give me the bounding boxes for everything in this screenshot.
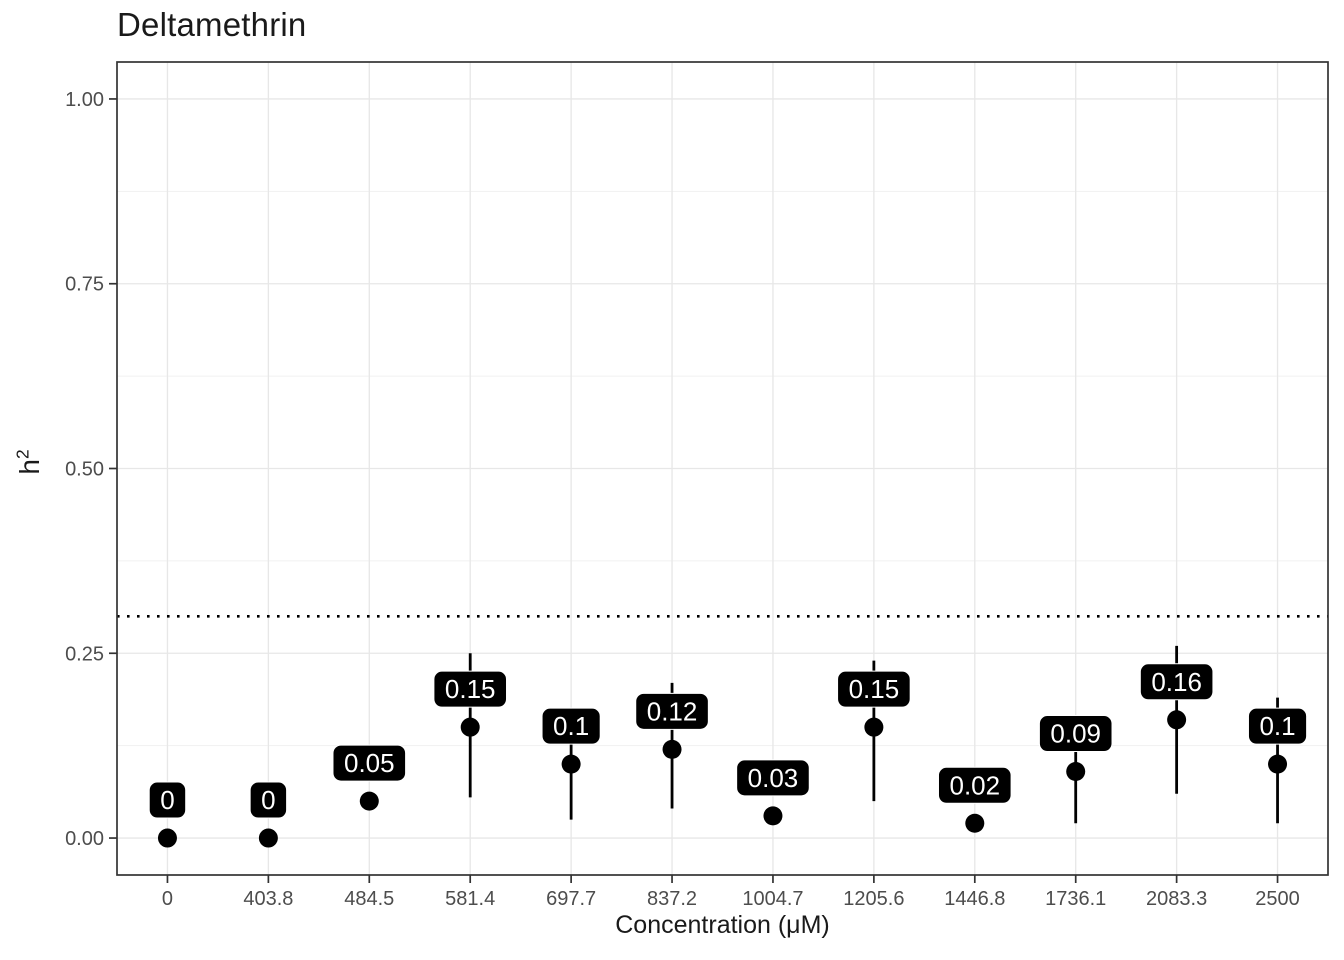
x-tick-label: 484.5: [344, 888, 394, 910]
x-tick-label: 1446.8: [944, 888, 1005, 910]
data-point: [1066, 762, 1086, 782]
point-label-text: 0.15: [849, 674, 900, 704]
point-label: 0.09: [1038, 715, 1113, 753]
y-tick-label: 1.00: [65, 89, 104, 111]
point-label-box: [635, 692, 709, 730]
point-label: 0.15: [433, 670, 508, 708]
x-tick-label: 1004.7: [742, 888, 803, 910]
point-label-text: 0.05: [344, 748, 395, 778]
point-label-box: [937, 766, 1012, 804]
point-label-text: 0.03: [748, 763, 799, 793]
point-label-box: [332, 744, 407, 782]
point-label: 0.05: [332, 744, 407, 782]
point-label-text: 0.02: [949, 770, 1000, 800]
point-label: 0: [249, 781, 288, 819]
point-label: 0: [148, 781, 187, 819]
data-point: [157, 828, 177, 848]
point-label-box: [1139, 663, 1214, 701]
point-label: 0.16: [1139, 663, 1214, 701]
x-tick-label: 2083.3: [1146, 888, 1207, 910]
data-point: [662, 739, 682, 759]
data-point: [1268, 754, 1288, 774]
y-tick-label: 0.00: [65, 828, 104, 850]
x-tick-label: 1205.6: [843, 888, 904, 910]
x-tick-label: 403.8: [243, 888, 293, 910]
y-tick-label: 0.50: [65, 459, 104, 481]
point-label: 0.1: [1247, 707, 1308, 745]
point-label-box: [541, 707, 601, 745]
point-label-text: 0.15: [445, 674, 496, 704]
x-tick-label: 1736.1: [1045, 888, 1106, 910]
data-point: [359, 791, 379, 811]
x-axis-title: Concentration (μM): [615, 911, 830, 939]
point-label-text: 0: [261, 785, 275, 815]
point-label-text: 0.1: [553, 711, 589, 741]
point-label-box: [1247, 707, 1308, 745]
x-tick-label: 837.2: [647, 888, 697, 910]
data-point: [965, 813, 985, 833]
data-point: [460, 717, 480, 737]
data-point: [258, 828, 278, 848]
x-tick-label: 0: [162, 888, 173, 910]
point-label-text: 0.1: [1259, 711, 1295, 741]
point-label-box: [249, 781, 288, 819]
point-label-box: [837, 670, 911, 708]
point-label-text: 0.09: [1050, 719, 1101, 749]
x-tick-label: 581.4: [445, 888, 495, 910]
point-label-text: 0: [160, 785, 174, 815]
y-tick-label: 0.75: [65, 274, 104, 296]
y-tick-label: 0.25: [65, 643, 104, 665]
point-label: 0.1: [541, 707, 601, 745]
point-label: 0.02: [937, 766, 1012, 804]
x-tick-label: 697.7: [546, 888, 596, 910]
point-label: 0.03: [736, 759, 810, 797]
data-point: [864, 717, 884, 737]
point-label-text: 0.12: [647, 696, 698, 726]
chart-title: Deltamethrin: [117, 6, 307, 43]
point-label-text: 0.16: [1151, 667, 1202, 697]
point-label: 0.15: [837, 670, 911, 708]
point-label-box: [736, 759, 810, 797]
point-label: 0.12: [635, 692, 709, 730]
data-point: [1167, 710, 1187, 730]
data-point: [763, 806, 783, 826]
point-label-box: [148, 781, 187, 819]
x-tick-label: 2500: [1255, 888, 1300, 910]
data-point: [561, 754, 581, 774]
point-label-box: [433, 670, 508, 708]
point-label-box: [1038, 715, 1113, 753]
